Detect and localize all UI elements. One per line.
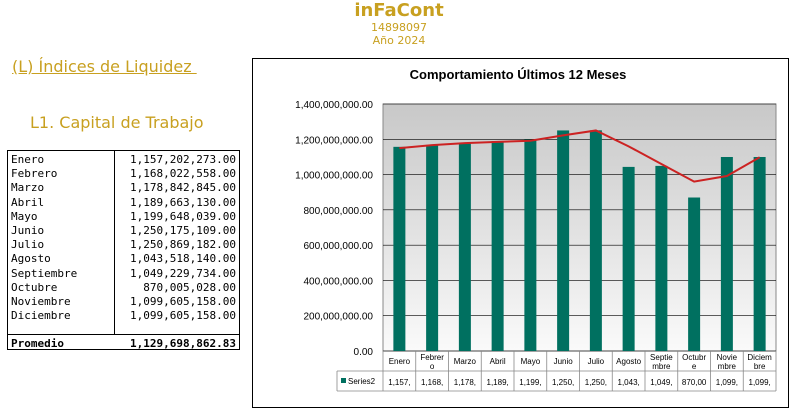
bar [589,130,602,351]
y-tick-label: 1,200,000,000.00 [295,135,373,146]
bar [557,130,570,351]
table-month-cell: Agosto [11,252,51,266]
x-category-label: o [430,362,435,371]
y-tick-label: 800,000,000.00 [303,206,373,217]
data-value-label: 1,168, [421,378,443,387]
table-value-cell: 1,099,605,158.00 [130,309,236,323]
app-title: inFaCont [354,0,444,21]
x-category-label: e [692,362,697,371]
table-value-cell: 1,199,648,039.00 [130,209,236,223]
bar [622,166,635,351]
bar [688,197,701,351]
data-value-label: 1,250, [585,378,607,387]
liquidity-index-link[interactable]: (L) Índices de Liquidez [12,57,197,76]
working-capital-title: L1. Capital de Trabajo [30,113,204,132]
data-value-label: 1,043, [618,378,640,387]
x-category-label: Junio [554,357,574,366]
data-value-label: 1,049, [650,378,672,387]
average-separator [8,334,239,335]
data-value-label: 1,099, [716,378,738,387]
data-value-label: 1,189, [487,378,509,387]
table-month-cell: Diciembre [11,309,71,323]
bar [655,165,668,351]
bar [458,143,471,351]
x-category-label: Marzo [454,357,477,366]
bar [524,139,537,351]
table-month-cell: Junio [11,224,45,237]
table-month-cell: Septiembre [11,266,78,280]
table-value-cell: 1,049,229,734.00 [130,266,236,280]
y-tick-label: 1,000,000,000.00 [295,171,373,182]
table-month-cell: Febrero [11,167,58,181]
average-value: 1,129,698,862.83 [130,337,236,350]
y-tick-label: 600,000,000.00 [303,241,373,252]
table-value-cell: 1,168,022,558.00 [130,167,236,181]
table-month-cell: Noviembre [11,295,71,308]
report-year: Año 2024 [372,34,426,47]
y-tick-label: 1,400,000,000.00 [295,100,373,111]
table-value-cell: 1,189,663,130.00 [130,195,236,209]
plot-area [382,103,777,352]
bar [720,156,733,351]
x-category-label: Agosto [616,357,641,366]
bar [753,156,766,351]
table-month-cell: Enero [11,153,45,166]
table-month-cell: Abril [11,195,45,209]
x-category-label: Julio [588,357,605,366]
x-category-label: Novie [717,353,738,362]
y-tick-label: 200,000,000.00 [303,312,373,323]
average-label: Promedio [11,337,64,350]
bar-chart: Comportamiento Últimos 12 Meses 0.00 200,0… [295,67,777,392]
company-id: 14898097 [371,21,427,34]
table-value-cell: 1,157,202,273.00 [130,153,236,166]
x-category-label: Abril [490,357,506,366]
bar [426,144,439,351]
table-month-cell: Octubre [11,280,58,294]
table-month-cell: Mayo [11,209,38,223]
trend-line [399,129,761,183]
chart-frame: Comportamiento Últimos 12 Meses 0.00 200,0… [252,58,789,408]
y-tick-label: 0.00 [354,347,374,358]
table-month-cell: Julio [11,238,45,252]
data-value-label: 1,099, [749,378,771,387]
x-category-label: Enero [389,357,411,366]
monthly-values-table: Enero 1,157,202,273.00 Febrero 1,168,022,55… [7,150,240,350]
table-value-cell: 1,178,842,845.00 [130,181,236,195]
x-category-label: Mayo [521,357,541,366]
y-tick-label: 400,000,000.00 [303,276,373,287]
x-category-label: mbre [652,362,671,371]
x-category-label: Septie [650,353,673,362]
chart-title: Comportamiento Últimos 12 Meses [410,67,627,82]
x-category-label: Febrer [420,353,444,362]
table-value-cell: 1,099,605,158.00 [130,295,236,308]
table-column-divider [114,151,115,334]
x-category-label: bre [754,362,766,371]
data-value-label: 1,157, [388,378,410,387]
x-category-label: Octubr [682,353,706,362]
table-value-cell: 1,043,518,140.00 [130,252,236,266]
data-value-label: 1,178, [454,378,476,387]
x-category-label: Diciem [747,353,772,362]
bar [393,146,406,351]
bar [491,141,504,351]
data-value-label: 1,199, [519,378,541,387]
data-value-label: 870,00 [682,378,707,387]
x-category-label: mbre [718,362,737,371]
table-value-cell: 870,005,028.00 [143,280,236,294]
legend-swatch [341,378,346,383]
table-month-cell: Marzo [11,181,45,195]
table-value-cell: 1,250,869,182.00 [130,238,236,252]
data-value-label: 1,250, [552,378,574,387]
table-value-cell: 1,250,175,109.00 [130,224,236,237]
legend-series-label: Series2 [348,377,376,386]
